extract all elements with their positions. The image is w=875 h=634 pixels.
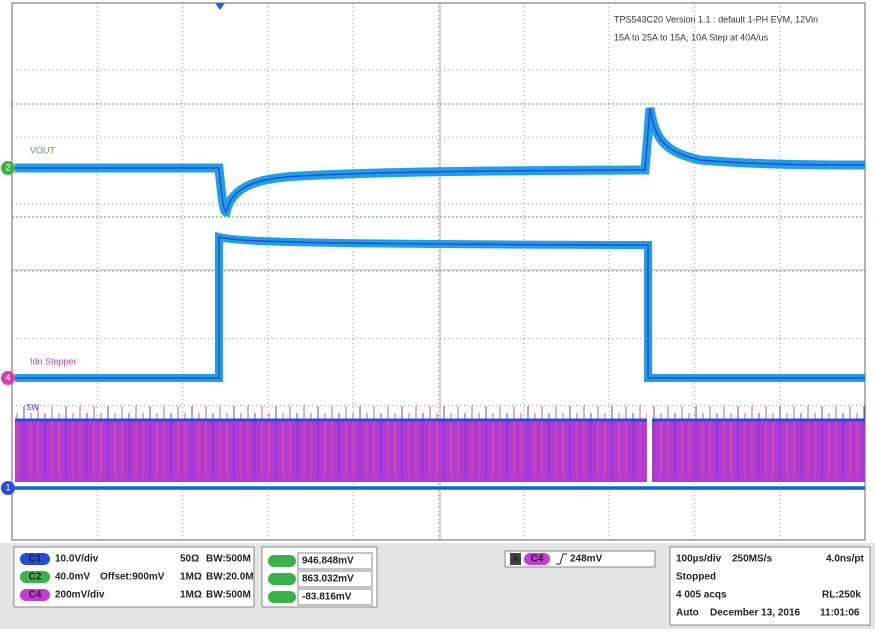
- measurement-cell: [297, 552, 373, 570]
- channel-box: [13, 546, 255, 608]
- trigger-position: [215, 3, 225, 10]
- marker-label: 4: [5, 372, 10, 382]
- sample-rate: 250MS/s: [732, 554, 772, 565]
- measurement-value: 863.032mV: [302, 574, 354, 585]
- sw-trace: [15, 405, 865, 482]
- measurement-cell: [297, 588, 373, 606]
- trigger-mode-badge: [510, 553, 521, 565]
- trace-label: VOUT: [30, 145, 56, 155]
- timebase-scale: 100µs/div: [676, 554, 722, 565]
- header-line: TPS543C20 Version 1.1 : default 1-PH EVM…: [614, 14, 818, 24]
- date: December 13, 2016: [710, 608, 801, 619]
- trigger-slope-icon: [556, 553, 567, 565]
- channel-bandwidth: BW:500M: [206, 590, 251, 601]
- channel-marker: [1, 371, 15, 385]
- channel-badge: [20, 571, 50, 583]
- channel-coupling: 1MΩ: [180, 572, 202, 583]
- header-line: 15A to 25A to 15A, 10A Step at 40A/us: [614, 32, 769, 42]
- trigger-mode: A: [512, 554, 519, 565]
- time: 11:01:06: [820, 608, 860, 619]
- acq-count: 4 005 acqs: [676, 590, 727, 601]
- channel-badge-label: C4: [29, 590, 42, 601]
- channel-badge-label: C1: [29, 554, 42, 565]
- channel-scale: 10.0V/div: [55, 554, 99, 565]
- channel-badge: [20, 553, 50, 565]
- measurement-badge: [268, 573, 296, 585]
- trigger-mode-text: Auto: [676, 608, 699, 619]
- resolution: 4.0ns/pt: [826, 554, 864, 565]
- channel-bandwidth: BW:20.0M: [206, 572, 254, 583]
- measurement-value: 946.848mV: [302, 556, 354, 567]
- sw-gap: [647, 405, 652, 482]
- channel-badge-label: C2: [29, 572, 42, 583]
- marker-label: 1: [5, 482, 10, 492]
- measurement-list: 946.848mV 863.032mV -83.816mV: [268, 552, 373, 606]
- timebase-box: [669, 546, 871, 626]
- measurement-badge: [268, 591, 296, 603]
- channel-marker: [1, 481, 15, 495]
- graticule: [12, 3, 865, 540]
- channel-list: C1 10.0V/div 50Ω BW:500M C2 40.0mV Offset:900m…: [20, 553, 254, 601]
- measurement-cell: [297, 570, 373, 588]
- channel-scale: 40.0mV: [55, 572, 90, 583]
- trace-label: SW: [26, 403, 39, 412]
- record-length: RL:250k: [822, 590, 861, 601]
- trigger-source-badge: [524, 553, 550, 565]
- stepper-trace-core: [15, 236, 865, 379]
- trace-label: Idn Stepper: [30, 356, 77, 366]
- acq-state: Stopped: [676, 572, 716, 583]
- trigger-source: C4: [531, 554, 544, 565]
- channel-coupling: 1MΩ: [180, 590, 202, 601]
- channel-coupling: 50Ω: [180, 554, 199, 565]
- channel-badge: [20, 589, 50, 601]
- channel-marker: [1, 161, 15, 175]
- channel-scale: 200mV/div: [55, 590, 105, 601]
- marker-label: 2: [5, 162, 10, 172]
- measurement-badge: [268, 555, 296, 567]
- trigger-level: 248mV: [570, 554, 603, 565]
- vout-trace-core: [15, 107, 866, 213]
- channel-offset: Offset:900mV: [100, 572, 165, 583]
- measurement-value: -83.816mV: [302, 592, 352, 603]
- channel-bandwidth: BW:500M: [206, 554, 251, 565]
- screen-frame: [11, 2, 866, 541]
- status-panel: C1 10.0V/div 50Ω BW:500M C2 40.0mV Offset:900m…: [0, 543, 875, 629]
